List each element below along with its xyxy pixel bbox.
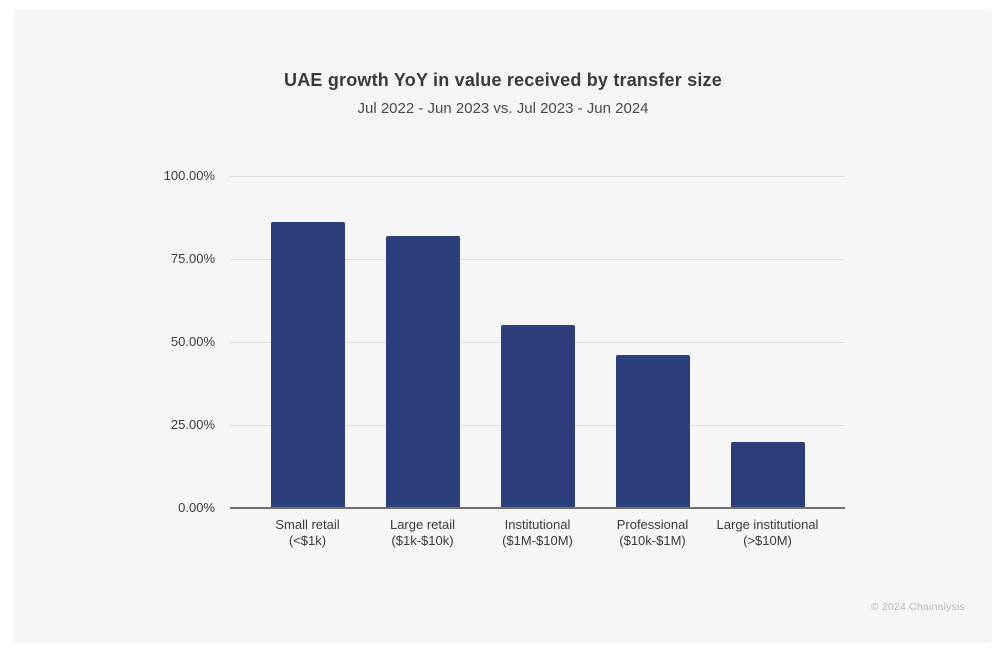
category-range: ($1k-$10k) bbox=[391, 533, 454, 548]
category-name: Small retail bbox=[275, 517, 340, 532]
y-axis-tick-label-25: 25.00% bbox=[170, 417, 215, 432]
category-name: Professional bbox=[616, 517, 689, 532]
chart-title: UAE growth YoY in value received by tran… bbox=[284, 70, 722, 90]
category-range: (<$1k) bbox=[288, 533, 327, 548]
x-axis-label-large-retail: Large retail ($1k-$10k) bbox=[365, 517, 480, 549]
bar-institutional bbox=[500, 325, 575, 508]
bar-slot-small-retail bbox=[250, 176, 365, 508]
y-axis-tick-label-100: 100.00% bbox=[163, 168, 215, 183]
copyright-note: © 2024 Chainalysis bbox=[870, 601, 965, 613]
category-range: ($1M-$10M) bbox=[502, 533, 573, 548]
bar-slot-large-retail bbox=[365, 176, 480, 508]
x-axis-labels: Small retail (<$1k) Large retail ($1k-$10k)… bbox=[230, 517, 845, 549]
y-axis-tick-label-0: 0.00% bbox=[178, 500, 215, 515]
bar-slot-institutional bbox=[480, 176, 595, 508]
chart-card: UAE growth YoY in value received by tran… bbox=[14, 9, 992, 643]
x-axis-label-institutional: Institutional ($1M-$10M) bbox=[480, 517, 595, 549]
x-axis-label-professional: Professional ($10k-$1M) bbox=[595, 517, 710, 549]
plot-area: 100.00% 75.00% 50.00% 25.00% 0.00% Small ret… bbox=[164, 168, 845, 548]
x-axis-label-large-institutional: Large institutional (>$10M) bbox=[710, 517, 825, 549]
bar-large-institutional bbox=[730, 441, 805, 508]
bar-professional bbox=[615, 355, 690, 508]
gridline-75 bbox=[230, 259, 845, 260]
category-name: Large institutional bbox=[716, 517, 819, 532]
y-axis-tick-label-75: 75.00% bbox=[170, 251, 215, 266]
gridline-100 bbox=[230, 176, 845, 177]
x-axis-label-small-retail: Small retail (<$1k) bbox=[250, 517, 365, 549]
category-name: Large retail bbox=[389, 517, 456, 532]
category-name: Institutional bbox=[504, 517, 571, 532]
category-range: ($10k-$1M) bbox=[619, 533, 686, 548]
x-axis-line bbox=[230, 507, 845, 509]
bars-group bbox=[230, 176, 845, 508]
bar-small-retail bbox=[270, 222, 345, 508]
bar-slot-large-institutional bbox=[710, 176, 825, 508]
bar-slot-professional bbox=[595, 176, 710, 508]
chart-subtitle: Jul 2022 - Jun 2023 vs. Jul 2023 - Jun 2… bbox=[357, 100, 649, 117]
bar-large-retail bbox=[385, 235, 460, 508]
category-range: (>$10M) bbox=[743, 533, 792, 548]
y-axis-tick-label-50: 50.00% bbox=[170, 334, 215, 349]
